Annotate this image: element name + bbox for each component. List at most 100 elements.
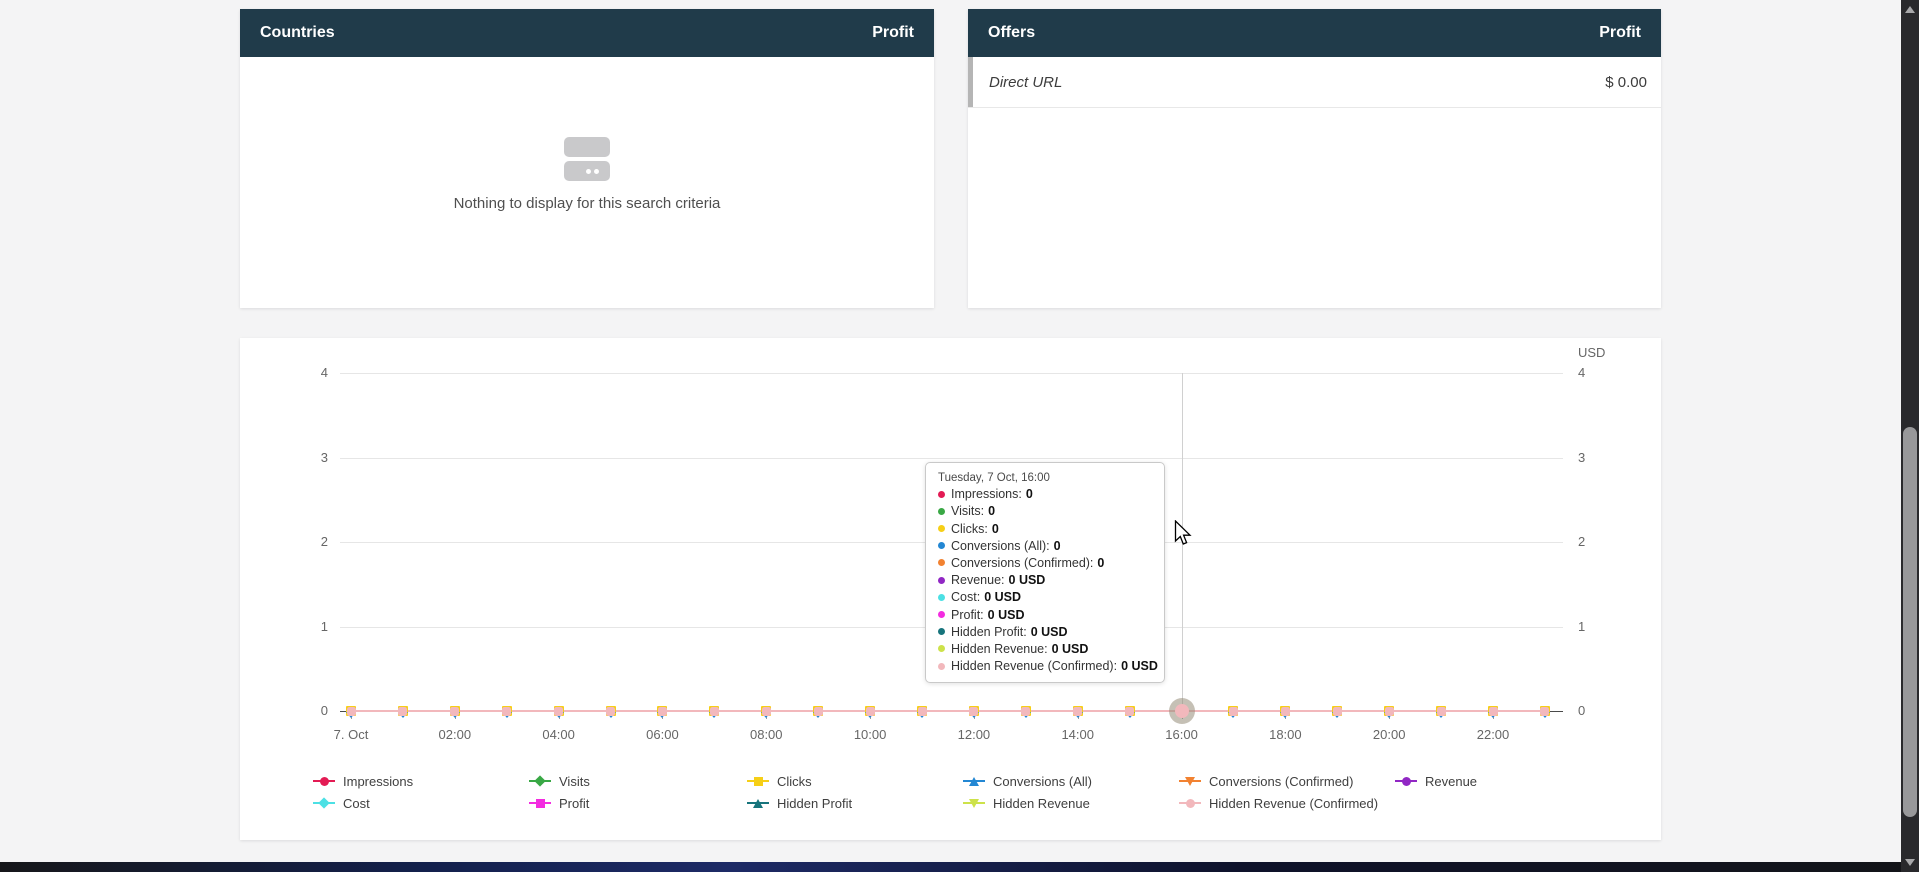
point-marker[interactable] <box>1072 706 1083 718</box>
point-marker[interactable] <box>968 706 979 718</box>
tooltip-row-label: Impressions: <box>951 487 1022 502</box>
tooltip-row-value: 0 USD <box>1008 573 1046 588</box>
legend-diamond-icon <box>318 797 330 809</box>
legend-label: Hidden Revenue (Confirmed) <box>1209 795 1379 811</box>
countries-metric-header: Profit <box>872 24 914 41</box>
tooltip-title: Tuesday, 7 Oct, 16:00 <box>938 472 1050 484</box>
tooltip-row: Hidden Revenue (Confirmed): 0 USD <box>938 659 1158 674</box>
point-marker[interactable] <box>917 706 927 718</box>
legend-item[interactable]: Conversions (All) <box>963 774 1092 789</box>
legend-item[interactable]: Revenue <box>1395 774 1477 789</box>
legend-label: Visits <box>559 773 590 789</box>
legend-item[interactable]: Conversions (Confirmed) <box>1179 773 1354 789</box>
point-marker[interactable] <box>397 706 408 718</box>
series-line <box>351 709 1545 712</box>
point-marker[interactable] <box>1228 706 1239 718</box>
legend-label: Clicks <box>777 773 812 789</box>
point-marker[interactable] <box>761 706 772 718</box>
legend-square-icon <box>753 776 763 786</box>
offer-name[interactable]: Direct URL <box>989 73 1063 91</box>
scrollbar-down-arrow-icon[interactable] <box>1905 859 1915 866</box>
legend-item[interactable]: Profit <box>529 796 589 811</box>
legend-item[interactable]: Hidden Profit <box>747 796 852 811</box>
gridline <box>340 373 1563 374</box>
tooltip-row-value: 0 USD <box>1030 624 1068 639</box>
scrollbar-thumb[interactable] <box>1903 427 1917 817</box>
x-axis-label: 16:00 <box>1165 727 1198 742</box>
point-marker[interactable] <box>553 706 564 718</box>
tooltip-row: Impressions: 0 <box>938 487 1152 501</box>
legend-item[interactable]: Cost <box>313 796 370 811</box>
offer-row-accent-bar <box>968 57 973 107</box>
point-marker[interactable] <box>813 706 824 718</box>
tooltip-row-value: 0 USD <box>1121 659 1158 674</box>
series-marker-icon <box>1179 797 1201 809</box>
point-marker[interactable] <box>709 706 720 718</box>
tooltip-row-label: Hidden Profit: <box>951 624 1027 639</box>
x-axis-label: 18:00 <box>1269 727 1302 742</box>
legend-item[interactable]: Hidden Revenue (Confirmed) <box>1179 795 1379 811</box>
countries-panel-header: Countries Profit <box>240 9 934 57</box>
tooltip-row-value: 0 USD <box>984 590 1022 605</box>
y-axis-label-right: 4 <box>1578 365 1586 380</box>
point-marker[interactable] <box>346 706 356 718</box>
point-marker[interactable] <box>1384 706 1395 718</box>
legend-label: Hidden Revenue <box>993 795 1090 811</box>
point-marker[interactable] <box>1280 706 1291 718</box>
legend-label: Conversions (Confirmed) <box>1209 773 1354 789</box>
tooltip-row-value: 0 <box>988 504 996 519</box>
point-marker[interactable] <box>605 706 616 718</box>
point-marker[interactable] <box>501 706 512 718</box>
x-axis-label: 08:00 <box>749 727 783 742</box>
point-marker[interactable] <box>449 706 460 718</box>
point-marker[interactable] <box>1488 706 1499 718</box>
offer-row[interactable]: Direct URL $ 0.00 <box>968 57 1661 108</box>
hovered-point-marker[interactable] <box>1174 704 1189 718</box>
empty-card-icon <box>564 137 610 181</box>
tooltip-row-label: Conversions (Confirmed): <box>951 555 1094 570</box>
tooltip-series-dot-icon <box>938 576 945 584</box>
empty-state-text: Nothing to display for this search crite… <box>453 195 721 212</box>
legend-triangle-down-icon <box>1184 776 1195 786</box>
point-marker[interactable] <box>1020 706 1031 718</box>
tooltip-row: Clicks: 0 <box>938 522 1152 536</box>
point-marker[interactable] <box>1332 706 1343 718</box>
x-axis-label: 04:00 <box>542 727 575 742</box>
chart-panel: USD 4 4 3 3 2 2 1 1 0 0 7. Oct 02:00 04:00 06:00 08:00… <box>240 338 1661 840</box>
tooltip-row-label: Cost: <box>951 590 981 605</box>
tooltip-series-dot-icon <box>938 525 945 533</box>
chart-tooltip: Tuesday, 7 Oct, 16:00 Impressions: 0 Visit… <box>925 462 1165 684</box>
tooltip-series-dot-icon <box>938 559 945 567</box>
y-axis-label-left: 4 <box>320 365 328 380</box>
series-marker-icon <box>963 775 985 787</box>
legend-item[interactable]: Impressions <box>313 774 413 789</box>
point-marker[interactable] <box>657 706 668 718</box>
vertical-scrollbar[interactable] <box>1901 0 1919 872</box>
tooltip-row: Profit: 0 USD <box>938 608 1152 622</box>
point-marker[interactable] <box>1539 706 1550 718</box>
series-marker-icon <box>747 775 769 787</box>
point-marker[interactable] <box>1436 706 1447 718</box>
x-axis-line <box>340 711 1563 712</box>
point-marker[interactable] <box>865 706 876 718</box>
tooltip-row-label: Hidden Revenue (Confirmed): <box>951 659 1118 674</box>
tooltip-row: Conversions (Confirmed): 0 <box>938 556 1152 570</box>
scrollbar-up-arrow-icon[interactable] <box>1905 6 1915 13</box>
series-marker-icon <box>529 797 551 809</box>
countries-empty-state: Nothing to display for this search crite… <box>240 137 934 212</box>
y-axis-label-right: 0 <box>1578 703 1586 718</box>
point-marker[interactable] <box>1124 706 1135 718</box>
y-axis-label-left: 0 <box>320 703 328 718</box>
legend-item[interactable]: Clicks <box>747 773 812 789</box>
countries-panel-title: Countries <box>260 24 335 41</box>
legend-item[interactable]: Hidden Revenue <box>963 795 1090 811</box>
legend-circle-icon <box>1401 776 1411 786</box>
x-axis-label: 06:00 <box>646 727 679 742</box>
tooltip-series-dot-icon <box>938 611 945 618</box>
offers-metric-header: Profit <box>1599 24 1641 41</box>
legend-item[interactable]: Visits <box>529 773 590 789</box>
tooltip-row-value: 0 <box>1097 555 1105 570</box>
y-axis-label-right: 2 <box>1578 534 1586 549</box>
legend-circle-icon <box>1185 798 1195 808</box>
series-marker-icon <box>313 797 335 809</box>
